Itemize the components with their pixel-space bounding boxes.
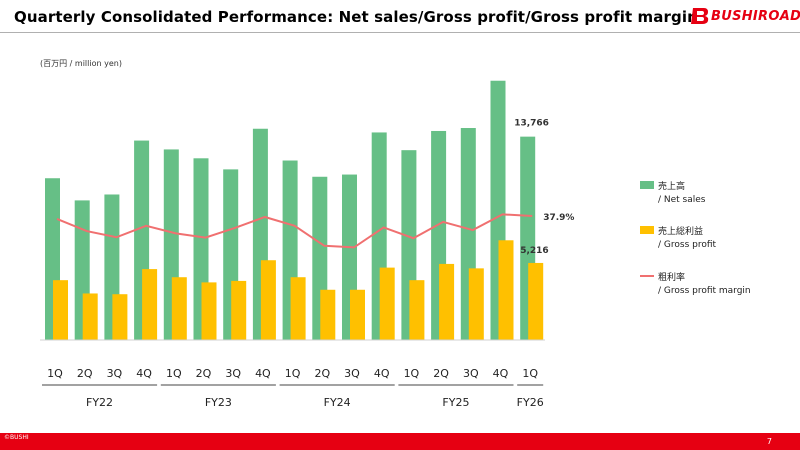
bushiroad-logo-text: BUSHIROAD — [711, 8, 800, 24]
gross-profit-bar-10 — [320, 289, 336, 340]
fiscal-year-label-2: FY23 — [205, 396, 232, 409]
quarter-label-14: 2Q — [433, 367, 449, 380]
gross-profit-bar-11 — [350, 289, 365, 340]
quarter-label-6: 2Q — [196, 367, 212, 380]
gross-profit-bar-16 — [498, 240, 514, 340]
fiscal-year-label-1: FY22 — [86, 396, 113, 409]
net-sales-data-label: 13,766 — [514, 119, 549, 129]
quarter-label-3: 3Q — [107, 367, 123, 380]
quarter-label-15: 3Q — [463, 367, 479, 380]
gross-profit-bar-7 — [231, 280, 247, 340]
quarter-label-12: 4Q — [374, 367, 390, 380]
gross-profit-data-label: 5,216 — [520, 246, 548, 256]
gross-profit-bar-1 — [53, 280, 68, 340]
legend-margin-label-jp: 粗利率 — [658, 273, 686, 283]
sales-chart: 13,766 5,216 37.9% 1Q 2Q 3Q 4Q 1Q 2Q 3Q 4Q 1Q 2Q 3Q 4Q… — [40, 80, 574, 409]
legend-net-sales-label-en: / Net sales — [658, 195, 706, 205]
quarter-label-1: 1Q — [47, 367, 63, 380]
legend-net-sales-label-jp: 売上高 — [658, 182, 686, 192]
legend-gross-profit-swatch — [640, 226, 654, 234]
gross-profit-bar-6 — [201, 282, 217, 340]
title-divider — [0, 32, 800, 33]
gross-profit-bar-4 — [142, 269, 158, 340]
quarter-label-2: 2Q — [77, 367, 93, 380]
gross-profit-bar-3 — [112, 294, 128, 340]
unit-label: (百万円 / million yen) — [40, 59, 122, 68]
quarter-label-5: 1Q — [166, 367, 182, 380]
gross-profit-bar-12 — [379, 267, 395, 340]
quarter-label-7: 3Q — [225, 367, 241, 380]
gross-profit-bar-14 — [439, 263, 455, 340]
quarter-label-13: 1Q — [404, 367, 420, 380]
page-title: Quarterly Consolidated Performance: Net … — [14, 8, 698, 26]
legend-margin-label-en: / Gross profit margin — [658, 286, 751, 296]
quarter-label-17: 1Q — [522, 367, 538, 380]
gross-profit-bar-13 — [409, 280, 425, 340]
gross-profit-bar-5 — [171, 277, 187, 340]
gross-profit-bar-17 — [528, 262, 544, 340]
footer-copyright: ©BUSHI — [4, 434, 29, 441]
quarter-label-10: 2Q — [314, 367, 330, 380]
footer-bar: ©BUSHI 7 — [0, 433, 800, 450]
quarter-label-11: 3Q — [344, 367, 360, 380]
fiscal-year-label-5: FY26 — [517, 396, 544, 409]
legend-gross-profit-label-en: / Gross profit — [658, 240, 717, 250]
fiscal-year-label-3: FY24 — [324, 396, 351, 409]
legend-gross-profit-label-jp: 売上総利益 — [658, 227, 704, 237]
legend-net-sales-swatch — [640, 181, 654, 189]
quarter-label-8: 4Q — [255, 367, 271, 380]
page-number: 7 — [766, 437, 772, 446]
bushiroad-logo-mark — [691, 8, 709, 24]
legend-margin-swatch — [640, 275, 654, 277]
gross-profit-bar-15 — [468, 268, 484, 340]
gross-profit-bar-9 — [290, 277, 306, 340]
quarter-label-4: 4Q — [136, 367, 152, 380]
quarter-label-9: 1Q — [285, 367, 301, 380]
fiscal-year-label-4: FY25 — [442, 396, 469, 409]
gross-profit-bar-8 — [260, 260, 276, 340]
quarter-label-16: 4Q — [493, 367, 509, 380]
margin-data-label: 37.9% — [543, 213, 574, 223]
gross-profit-bar-2 — [82, 293, 98, 340]
bushiroad-logo: BUSHIROAD — [690, 6, 800, 26]
